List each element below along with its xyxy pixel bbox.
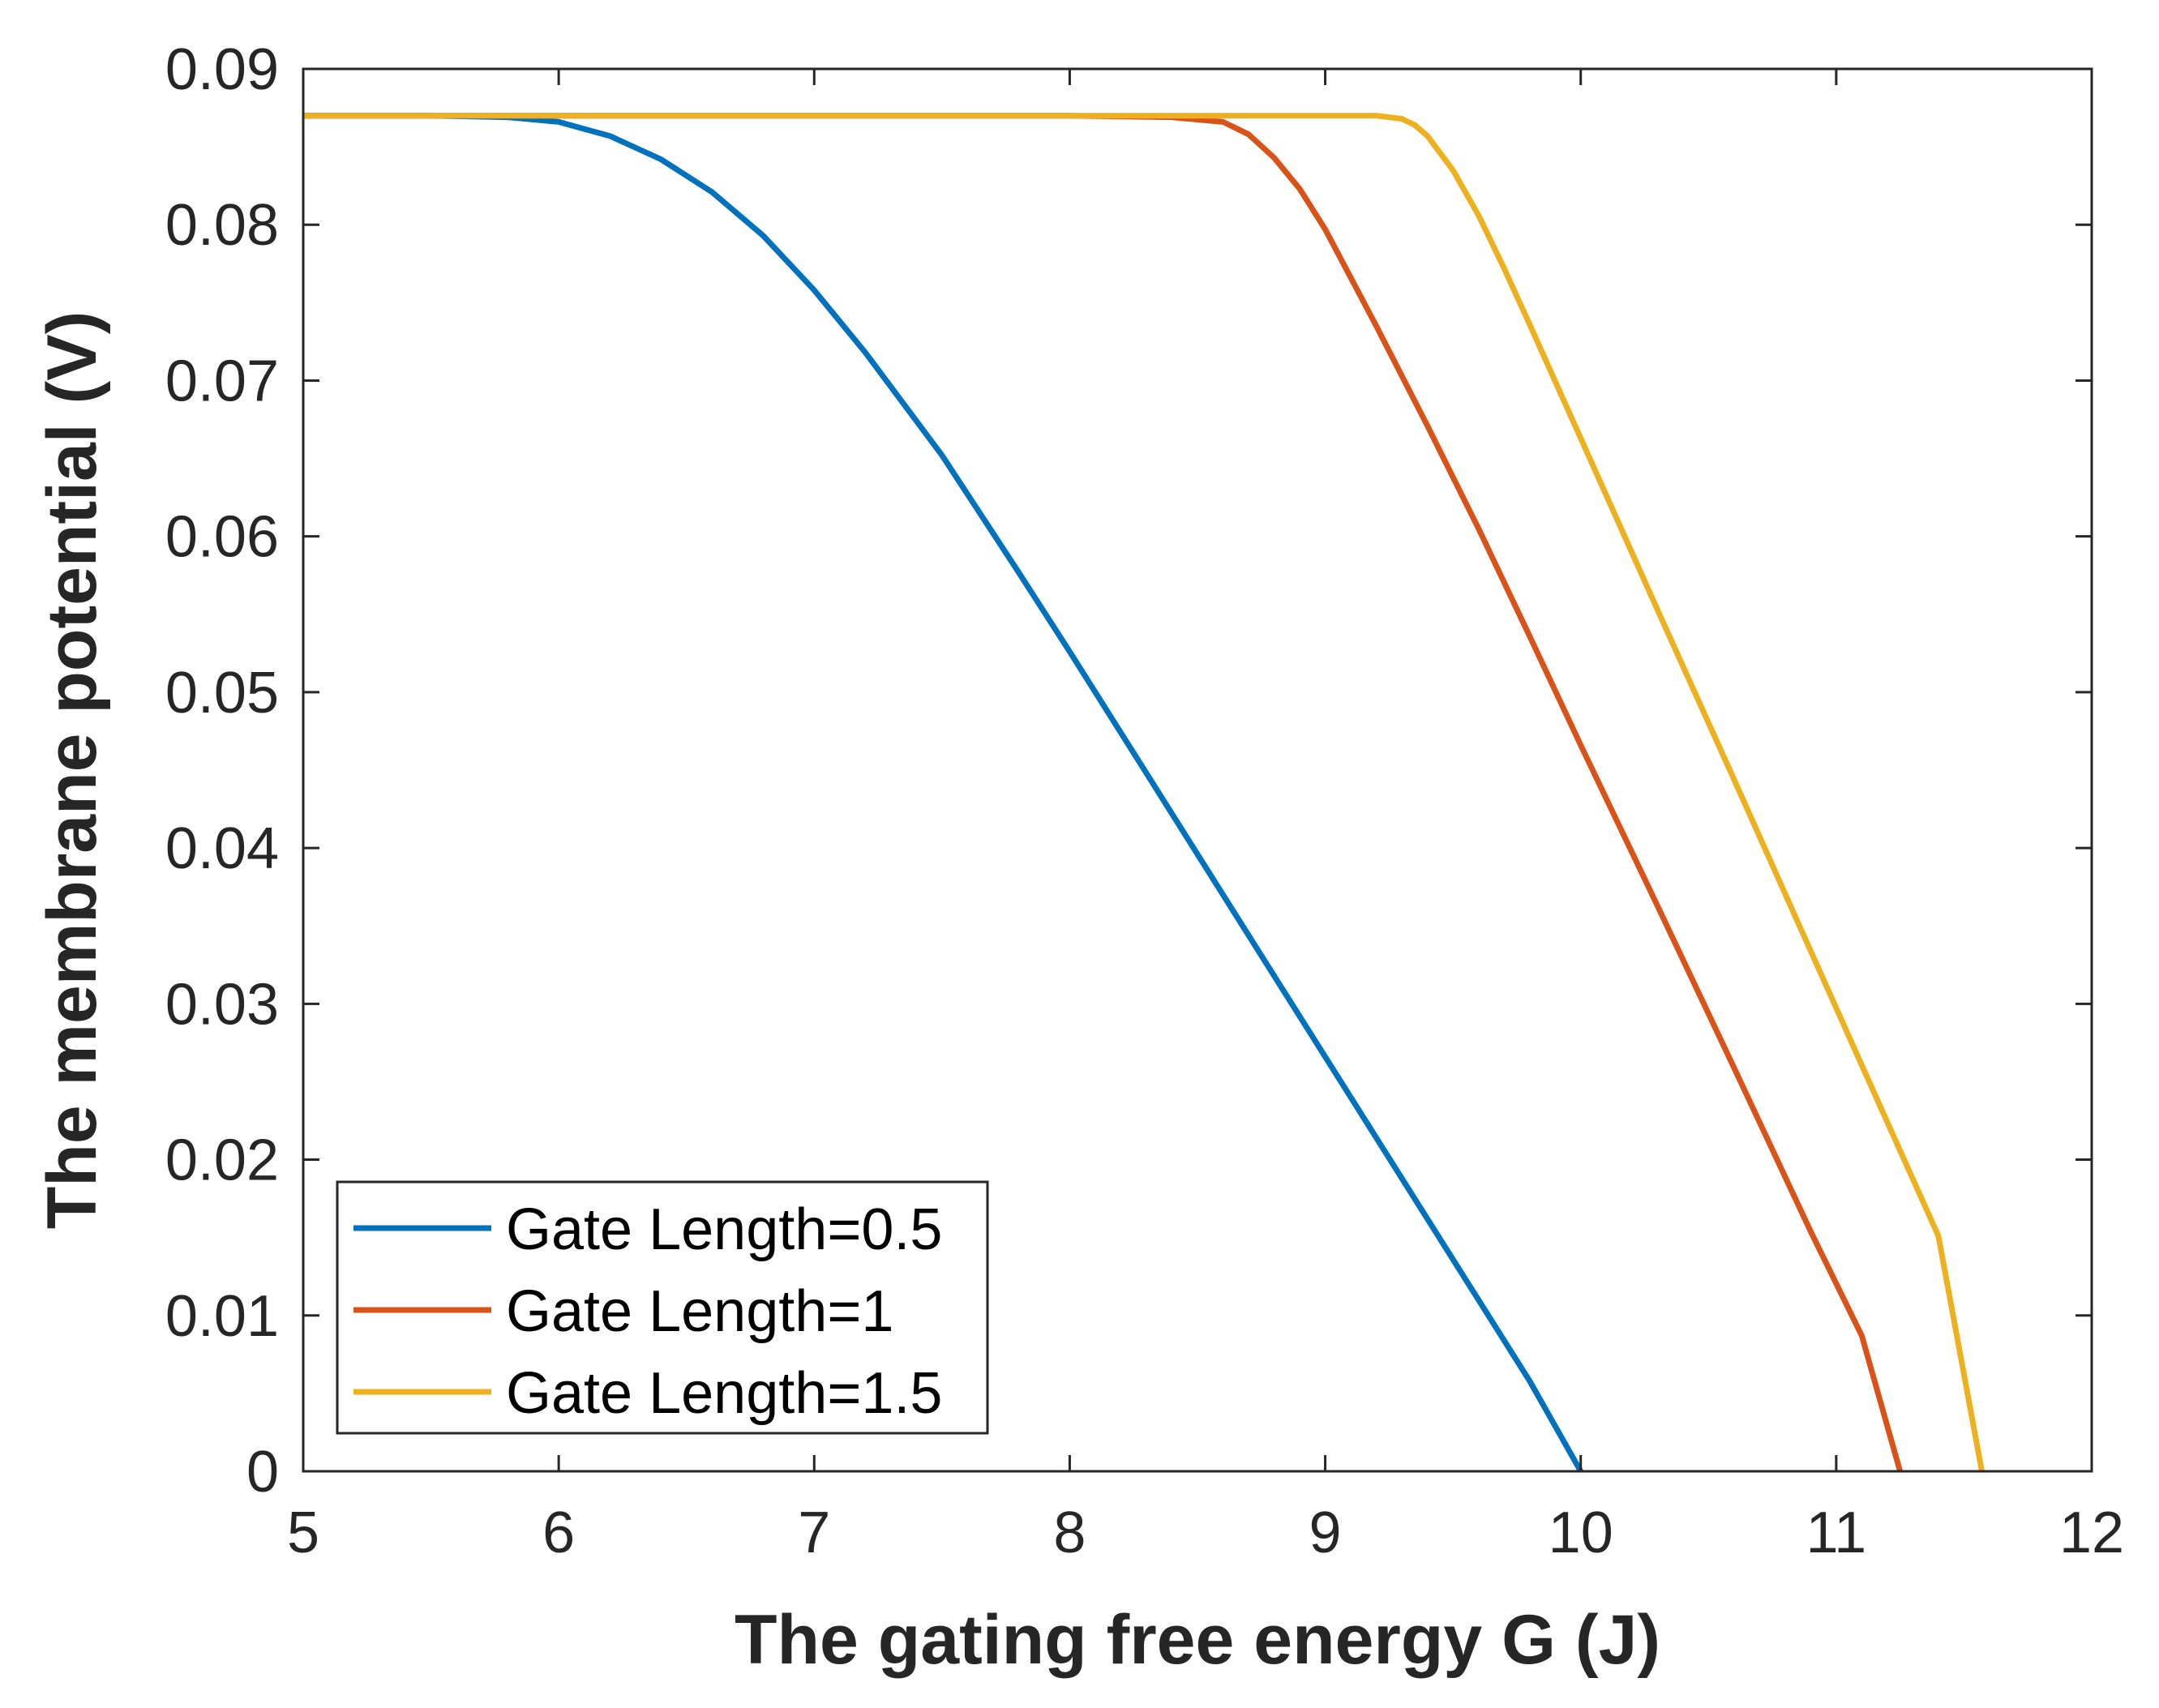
y-tick-label: 0.01 [165, 1284, 279, 1349]
y-tick-label: 0.05 [165, 661, 279, 726]
y-axis-title: The membrane potential (V) [33, 311, 111, 1230]
x-tick-label: 6 [542, 1500, 575, 1565]
series-line-3 [303, 113, 1985, 1471]
x-tick-label: 8 [1053, 1500, 1086, 1565]
legend-label-3: Gate Length=1.5 [506, 1361, 942, 1426]
legend-label-1: Gate Length=0.5 [506, 1197, 942, 1262]
y-tick-label: 0.09 [165, 37, 279, 102]
axes-box [302, 67, 2093, 1473]
y-tick-label: 0.07 [165, 349, 279, 413]
y-tick-label: 0.04 [165, 816, 279, 881]
x-tick-label: 7 [798, 1500, 830, 1565]
series-layer [303, 113, 1985, 1471]
x-axis-title: The gating free energy G (J) [735, 1601, 1660, 1679]
y-tick-label: 0.03 [165, 972, 279, 1037]
tick-labels: 5 6 7 8 9 10 11 12 0 0.01 0.02 0.03 0.04 0.05 0.06 0.07… [165, 37, 2124, 1565]
y-tick-label: 0.06 [165, 505, 279, 570]
x-tick-label: 10 [1549, 1500, 1613, 1565]
y-tick-label: 0.08 [165, 193, 279, 258]
x-tick-label: 12 [2059, 1500, 2124, 1565]
legend: Gate Length=0.5 Gate Length=1 Gate Length=… [336, 1180, 989, 1435]
legend-label-2: Gate Length=1 [506, 1279, 893, 1344]
x-tick-label: 5 [287, 1500, 319, 1565]
y-tick-label: 0.02 [165, 1128, 279, 1193]
series-line-1 [303, 113, 1584, 1471]
x-tick-label: 11 [1806, 1500, 1866, 1565]
x-tick-label: 9 [1309, 1500, 1342, 1565]
y-tick-label: 0 [246, 1440, 279, 1505]
